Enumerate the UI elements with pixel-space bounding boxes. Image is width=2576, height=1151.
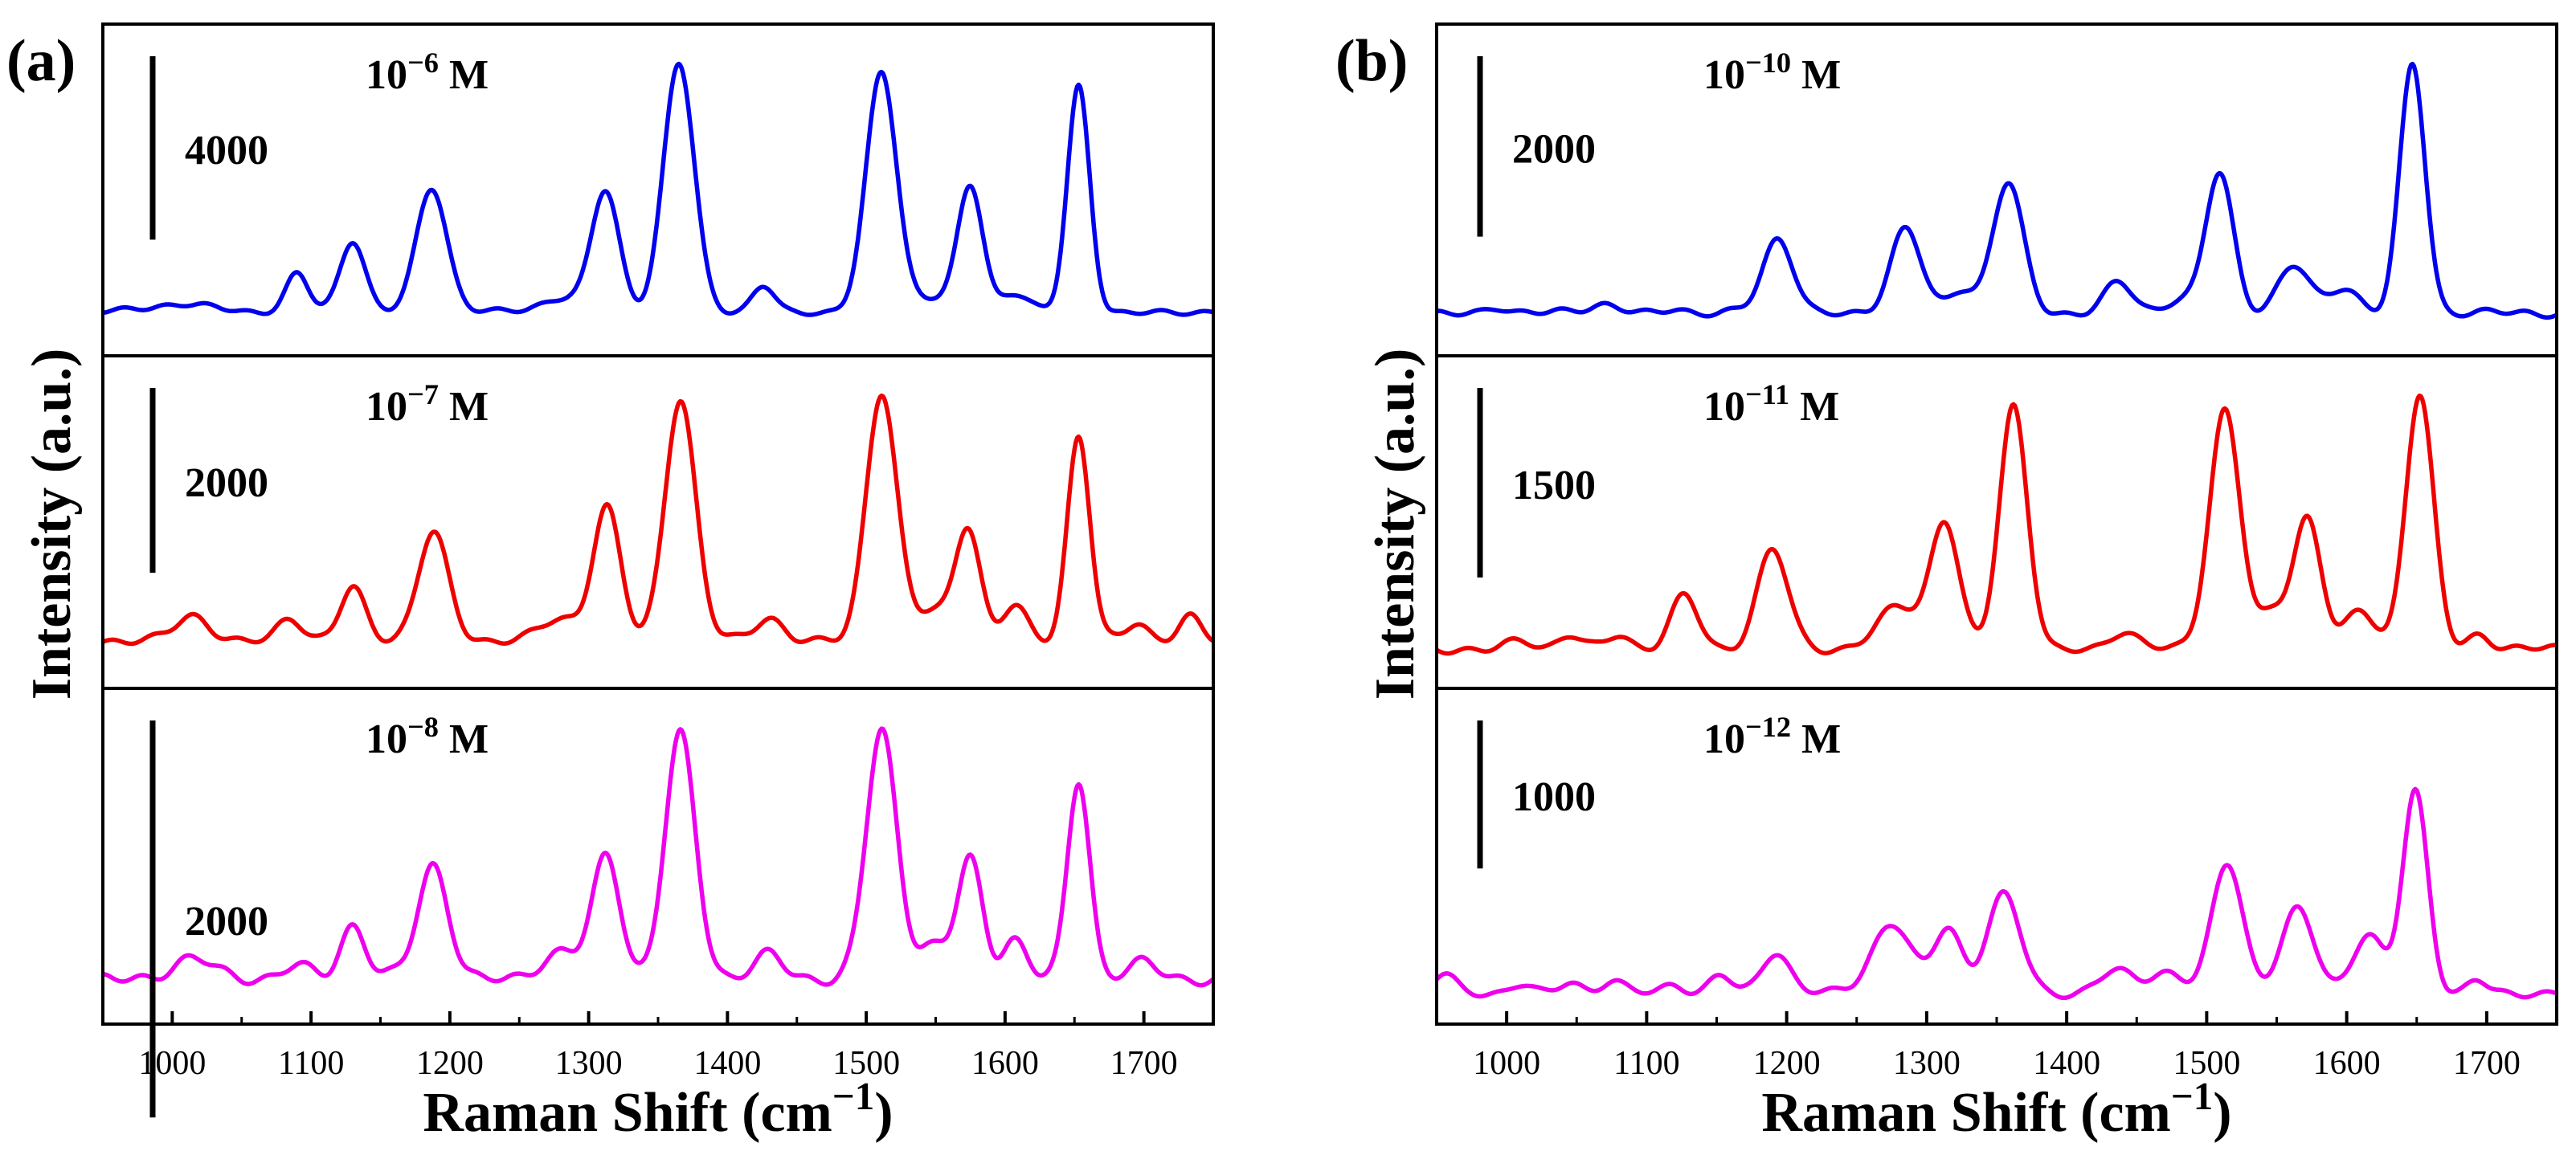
- subplot: 2000 10−10 M: [1435, 22, 2558, 357]
- x-tick-label: 1500: [832, 1045, 900, 1082]
- concentration-label: 10−6 M: [366, 47, 489, 98]
- scale-bar-label: 4000: [185, 128, 268, 173]
- scale-bar-label: 2000: [185, 460, 268, 506]
- x-axis-label: Raman Shift (cm−1): [423, 1074, 893, 1145]
- x-tick-label: 1100: [278, 1045, 344, 1082]
- x-tick-label: 1300: [1893, 1045, 1961, 1082]
- x-tick-label: 1000: [138, 1045, 206, 1082]
- scale-bar-label: 1000: [1512, 774, 1596, 820]
- x-tick-label: 1400: [2033, 1045, 2100, 1082]
- x-tick-label: 1400: [693, 1045, 761, 1082]
- concentration-label: 10−11 M: [1703, 378, 1839, 430]
- x-tick-label: 1500: [2173, 1045, 2240, 1082]
- spectrum-line: [101, 61, 1215, 317]
- subplot: 2000 10−7 M: [101, 354, 1215, 690]
- x-tick-label: 1700: [2453, 1045, 2521, 1082]
- subplot: 1500 10−11 M: [1435, 354, 2558, 690]
- x-tick-label: 1100: [1613, 1045, 1679, 1082]
- spectrum-line: [1435, 786, 2558, 1001]
- x-tick-label: 1300: [555, 1045, 623, 1082]
- spectrum-line: [1435, 61, 2558, 320]
- x-tick-label: 1600: [2313, 1045, 2381, 1082]
- x-tick-label: 1600: [971, 1045, 1039, 1082]
- scale-bar-label: 1500: [1512, 463, 1596, 508]
- scale-bar-label: 2000: [185, 899, 268, 945]
- subplot-frame: [1435, 22, 2558, 357]
- spectrum-line: [101, 393, 1215, 647]
- x-tick-label: 1700: [1110, 1045, 1178, 1082]
- scale-bar-label: 2000: [1512, 126, 1596, 172]
- x-tick-label: 1200: [1753, 1045, 1821, 1082]
- spectrum-line: [1435, 393, 2558, 656]
- y-axis-label: Intensity (a.u.): [21, 349, 83, 700]
- panel-label: (a): [6, 28, 76, 94]
- y-axis-label: Intensity (a.u.): [1364, 349, 1426, 700]
- subplot: 4000 10−6 M: [101, 22, 1215, 357]
- concentration-label: 10−12 M: [1703, 711, 1841, 762]
- subplot: 1000 10−12 M: [1435, 687, 2558, 1026]
- subplot-frame: [1435, 687, 2558, 1026]
- concentration-label: 10−10 M: [1703, 47, 1841, 98]
- x-tick-label: 1200: [416, 1045, 484, 1082]
- panel-label: (b): [1335, 28, 1408, 94]
- spectrum-line: [101, 726, 1215, 988]
- concentration-label: 10−7 M: [366, 378, 489, 430]
- concentration-label: 10−8 M: [366, 711, 489, 762]
- x-tick-label: 1000: [1473, 1045, 1540, 1082]
- x-axis-label: Raman Shift (cm−1): [1761, 1074, 2231, 1145]
- subplot: 2000 10−8 M: [101, 687, 1215, 1118]
